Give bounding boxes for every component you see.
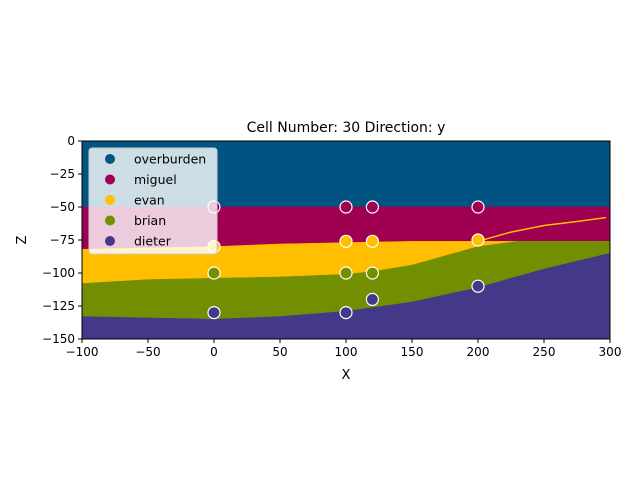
surface-point-miguel [365,200,379,214]
x-tick-label: 150 [401,345,424,359]
surface-point-brian [365,266,379,280]
surface-point-dieter [339,306,353,320]
legend-marker-dieter [105,236,115,246]
surface-point-evan [365,234,379,248]
x-tick-label: 300 [599,345,622,359]
surface-point-brian [207,266,221,280]
surface-point-brian [339,266,353,280]
legend-marker-overburden [105,154,115,164]
y-tick-label: −25 [50,167,75,181]
surface-point-dieter [471,279,485,293]
surface-point-dieter [365,292,379,306]
y-tick-label: 0 [67,134,75,148]
x-tick-label: 100 [335,345,358,359]
x-tick-label: 50 [272,345,287,359]
x-tick-label: 0 [210,345,218,359]
y-tick-label: −50 [50,200,75,214]
surface-point-evan [471,233,485,247]
fault-line-group [477,216,607,243]
legend-marker-brian [105,215,115,226]
fault-line [477,216,607,243]
legend-marker-miguel [105,174,115,185]
y-axis: 0 −25 −50 −75 −100 −125 −150 [42,134,82,346]
surface-point-dieter [207,306,221,320]
legend: overburden miguel evan brian dieter [88,147,218,255]
x-axis-label: X [342,368,351,383]
x-tick-label: 250 [533,345,556,359]
legend-label-brian: brian [134,213,166,228]
surface-point-miguel [471,200,485,214]
x-axis: −100 −50 0 50 100 150 200 250 300 [66,339,622,359]
legend-label-miguel: miguel [134,172,177,187]
surface-point-miguel [339,200,353,214]
y-axis-label: Z [15,235,30,244]
y-tick-label: −150 [42,332,75,346]
legend-marker-evan [105,195,115,205]
layer-dieter [82,252,610,339]
chart-title: Cell Number: 30 Direction: y [247,120,446,136]
y-tick-label: −125 [42,299,75,313]
x-tick-label: −100 [66,345,99,359]
y-tick-label: −75 [50,233,75,247]
legend-label-evan: evan [134,193,165,208]
legend-box [88,147,218,255]
surface-point-evan [339,234,353,248]
x-tick-label: 200 [467,345,490,359]
y-tick-label: −100 [42,266,75,280]
legend-label-overburden: overburden [134,152,206,167]
x-tick-label: −50 [135,345,160,359]
legend-label-dieter: dieter [134,234,172,249]
